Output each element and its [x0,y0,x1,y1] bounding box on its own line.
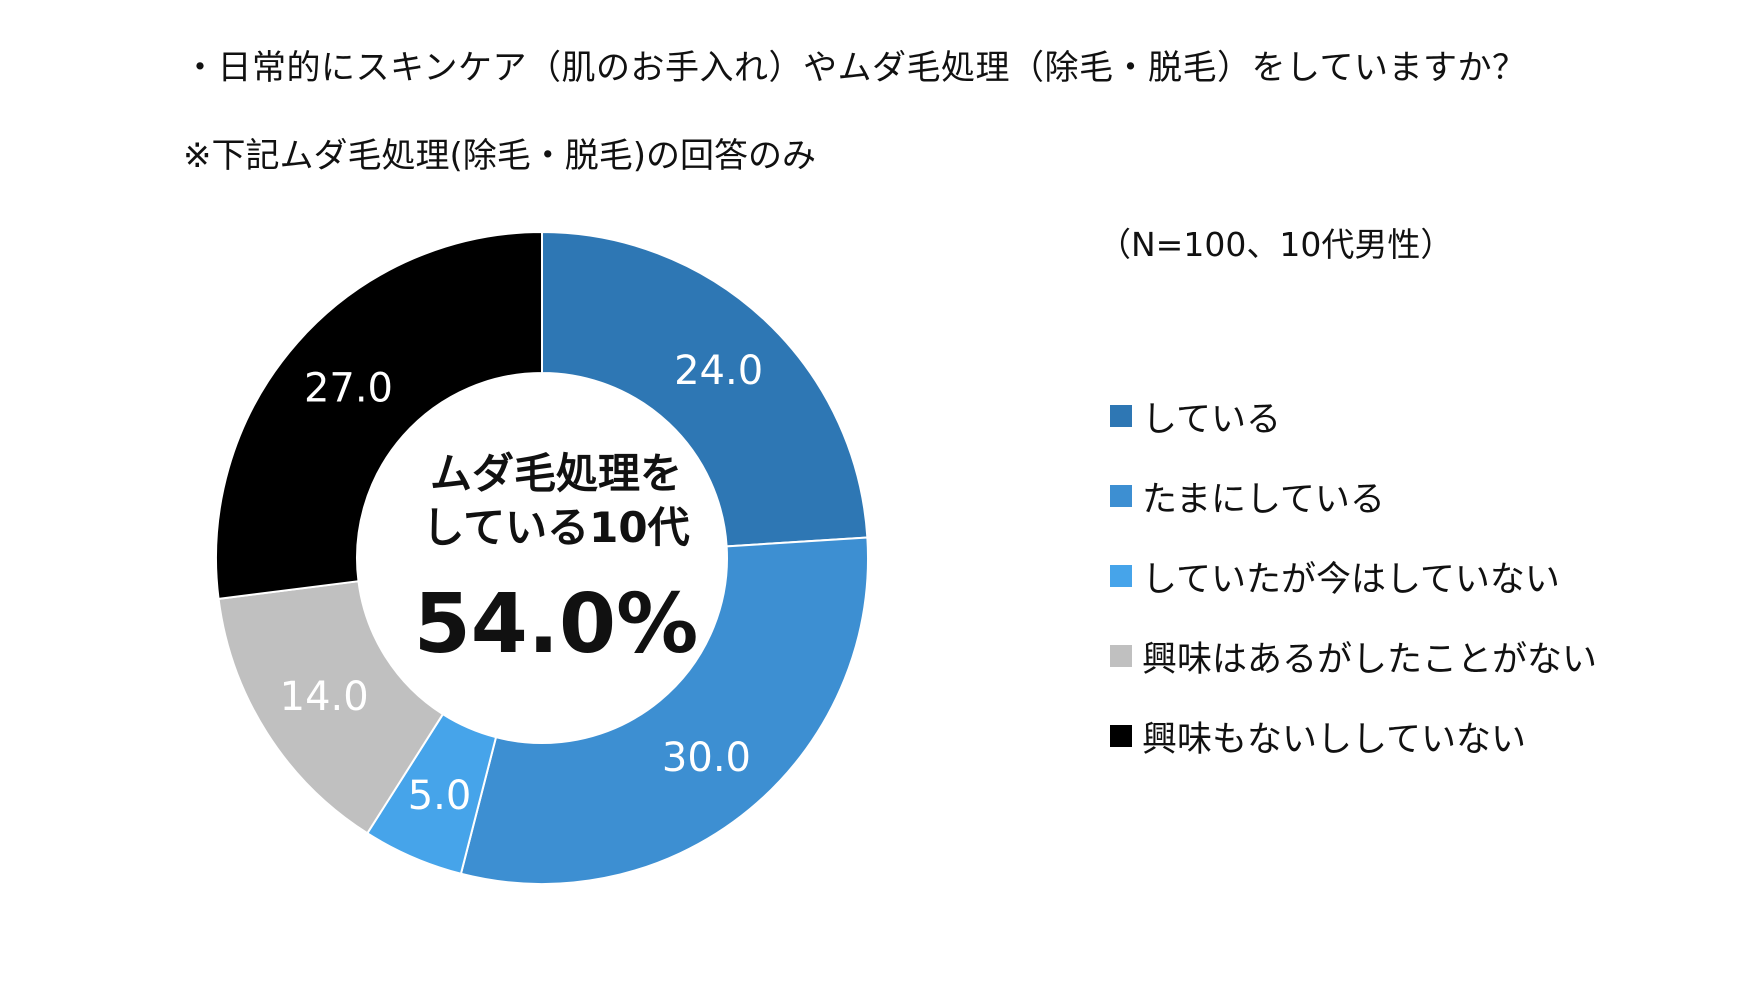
center-value: 54.0% [414,577,698,672]
legend-label-4: 興味もないししていない [1142,719,1526,760]
value-label-0: 24.0 [674,348,763,394]
chart-title: ・日常的にスキンケア（肌のお手入れ）やムダ毛処理（除毛・脱毛）をしていますか？ [183,48,1527,88]
donut-slice-3 [217,580,445,835]
legend-item-0: している [1110,376,1597,456]
legend-item-3: 興味はあるがしたことがない [1110,616,1597,696]
value-label-2: 5.0 [408,773,472,819]
legend-label-3: 興味はあるがしたことがない [1142,639,1598,680]
legend-item-1: たまにしている [1110,456,1597,536]
donut-slice-1 [459,536,869,885]
value-label-1: 30.0 [662,735,751,781]
legend-item-4: 興味もないししていない [1110,696,1597,776]
legend-swatch-4 [1110,725,1132,747]
legend-label-1: たまにしている [1142,479,1385,520]
donut-slice-0 [541,230,869,548]
center-label-line1: ムダ毛処理を [430,449,682,498]
legend-swatch-3 [1110,645,1132,667]
legend-label-2: していたが今はしていない [1142,559,1560,600]
legend-item-2: していたが今はしていない [1110,536,1597,616]
donut-slice-4 [215,230,543,600]
legend-label-0: している [1142,399,1281,440]
sample-size-note: （N=100、10代男性） [1098,225,1454,264]
value-label-4: 27.0 [304,365,393,411]
legend-swatch-2 [1110,565,1132,587]
value-label-3: 14.0 [280,674,369,720]
donut-value-labels: 24.0 30.0 5.0 14.0 27.0 [280,348,764,819]
donut-slices [215,230,869,885]
donut-center: ムダ毛処理を している10代 54.0% [414,449,698,672]
center-label-line2: している10代 [422,503,689,552]
legend-swatch-0 [1110,405,1132,427]
legend: している たまにしている していたが今はしていない 興味はあるがしたことがない … [1110,376,1597,776]
chart-subtitle: ※下記ムダ毛処理(除毛・脱毛)の回答のみ [183,136,817,176]
legend-swatch-1 [1110,485,1132,507]
